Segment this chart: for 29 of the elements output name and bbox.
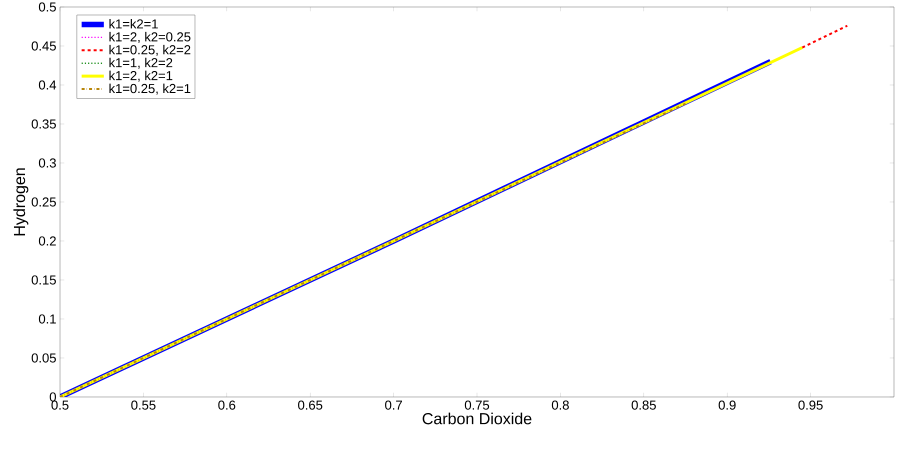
y-tick-label: 0.5 [38,2,56,12]
y-tick-label: 0.4 [38,80,56,90]
x-tick-label: 0.85 [632,400,656,410]
legend-label: k1=1, k2=2 [109,58,172,69]
x-tick-label: 0.65 [298,400,322,410]
y-tick-label: 0 [50,392,56,402]
legend-label: k1=k2=1 [109,18,158,28]
y-tick-label: 0.25 [32,197,56,207]
y-tick-label: 0.2 [38,236,56,246]
y-tick-label: 0.3 [38,158,56,168]
x-tick-label: 0.7 [385,400,402,410]
legend-label: k1=2, k2=0.25 [109,32,190,43]
x-tick-label: 0.6 [218,400,236,410]
x-tick-label: 0.9 [718,400,736,410]
y-tick-label: 0.15 [32,275,56,285]
x-tick-label: 0.55 [131,400,156,410]
x-tick-label: 0.8 [552,400,569,410]
y-tick-label: 0.05 [32,353,56,363]
legend-label: k1=2, k2=1 [109,70,172,82]
y-tick-label: 0.35 [32,119,56,129]
y-axis-title: Hydrogen [13,168,28,236]
x-tick-label: 0.95 [798,400,823,410]
legend-label: k1=0.25, k2=1 [109,84,190,95]
x-tick-label: 0.75 [464,400,490,410]
y-tick-label: 0.45 [32,41,56,51]
x-axis-title: Carbon Dioxide [422,412,532,424]
x-tick-label: 0.5 [51,400,68,410]
legend-label: k1=0.25, k2=2 [109,44,190,56]
y-tick-label: 0.1 [38,314,56,324]
